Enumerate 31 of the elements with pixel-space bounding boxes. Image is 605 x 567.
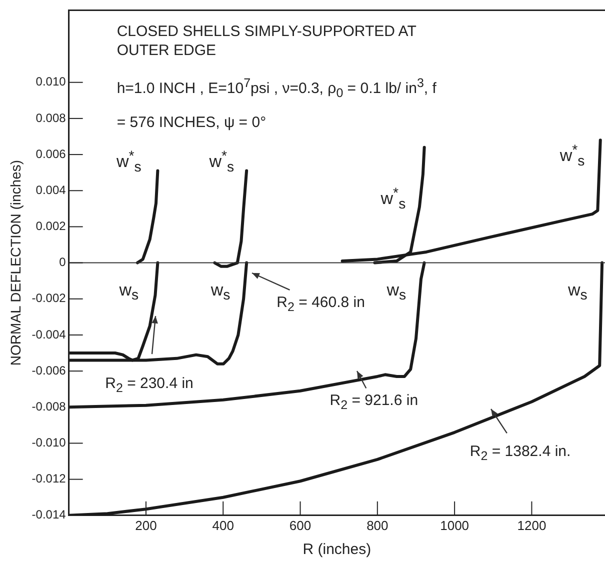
annotation: w$_{s}$ [386,280,406,304]
y-tick-label: 0.006 [36,146,66,161]
text: h=1.0 INCH , E=10$^{7}$psi , ν=0.3, ρ$_{0}$ = 0.1 lb/ in$^{3}$, f = 576 INCHES, ψ = 0° [116,76,436,132]
x-tick-label: 1200 [517,518,546,533]
y-tick-label: 0.002 [36,219,66,234]
y-tick-label: -0.002 [32,291,66,306]
annotation: w$_{s}$ [568,280,588,304]
text: CLOSED SHELLS SIMPLY-SUPPORTED AT OUTER EDGE [116,22,418,60]
y-tick-label: 0 [59,255,66,270]
y-tick-label: 0.004 [36,182,66,197]
y-tick-label: -0.012 [32,472,66,486]
y-tick-label: -0.004 [32,327,66,342]
y-axis-title: NORMAL DEFLECTION (inches) [7,160,24,366]
x-tick-label: 600 [289,518,312,533]
annotation: R$_{2}$ = 230.4 in [105,375,194,396]
y-tick-label: 0.010 [36,74,66,89]
x-tick-label: 400 [212,518,234,533]
annotation: R$_{2}$ = 460.8 in [276,294,365,314]
x-tick-label: 1000 [440,518,470,533]
x-axis-title: R (inches) [302,541,372,558]
x-tick-label: 800 [366,518,388,533]
y-tick-label: -0.014 [32,508,66,522]
x-tick-label: 200 [135,518,157,533]
annotation: R$_{2}$ = 921.6 in [330,392,418,412]
y-tick-label: -0.008 [32,399,66,414]
annotation: w$_{s}$ [210,280,230,304]
annotation: R$_{2}$ = 1382.4 in. [470,442,571,463]
y-tick-label: -0.006 [32,363,66,378]
annotation: w$_{s}$ [119,280,139,304]
y-tick-label: -0.010 [32,436,66,450]
y-tick-label: 0.008 [36,110,66,125]
